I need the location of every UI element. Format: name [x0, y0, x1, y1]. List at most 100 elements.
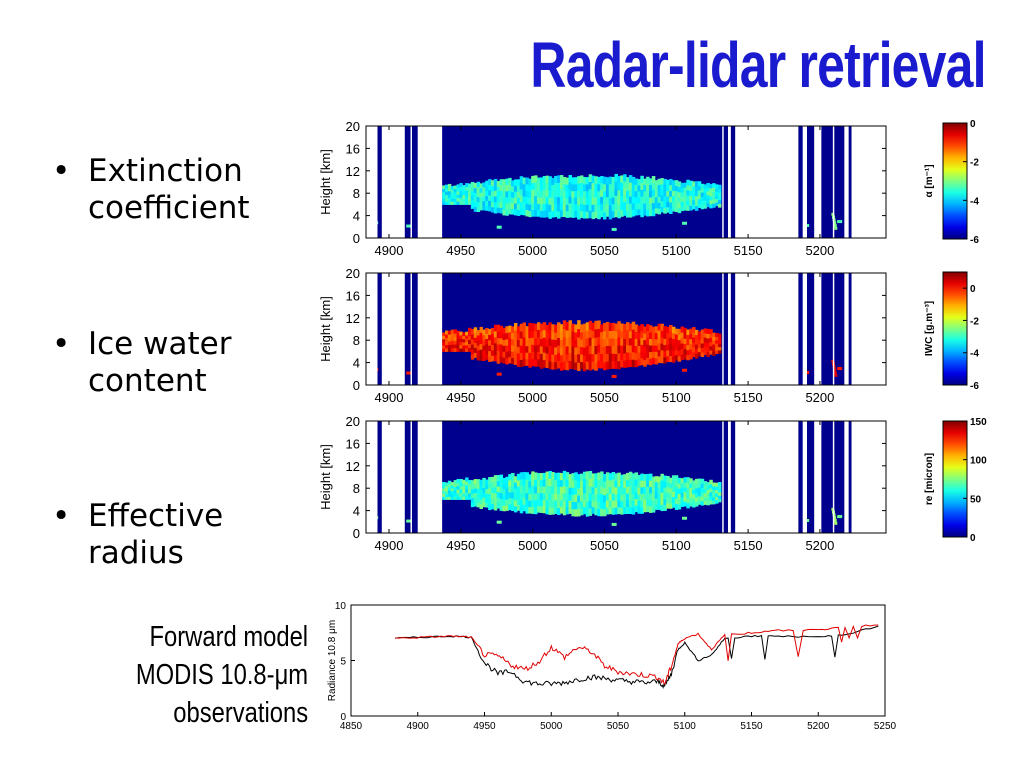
cloud-cell — [608, 190, 613, 199]
cloud-cell — [614, 202, 618, 211]
cloud-cell — [597, 336, 601, 345]
cloud-cell — [502, 208, 506, 216]
cloud-cell — [646, 473, 650, 481]
cloud-cell — [706, 351, 710, 357]
cloud-cell — [628, 344, 633, 353]
cloud-cell — [626, 329, 630, 338]
cloud-cell — [513, 322, 518, 331]
cloud-cell — [525, 339, 529, 347]
cloud-cell — [643, 184, 647, 192]
data-gap — [735, 273, 799, 385]
cloud-cell — [577, 488, 581, 496]
cloud-cell — [559, 486, 564, 494]
cloud-cell — [528, 322, 532, 331]
cloud-cell — [715, 332, 719, 337]
cloud-cell — [603, 183, 607, 192]
cloud-cell — [717, 485, 722, 490]
cloud-cell — [692, 185, 696, 192]
cloud-cell — [700, 347, 705, 353]
cloud-cell — [677, 339, 682, 346]
cloud-cell — [508, 331, 512, 339]
cloud-cell — [651, 500, 656, 507]
cloud-cell — [709, 499, 713, 505]
cloud-cell — [646, 357, 650, 365]
cloud-cell — [654, 202, 659, 209]
cloud-cell — [677, 181, 682, 188]
cloud-cell — [548, 507, 552, 515]
cloud-cell — [536, 203, 541, 211]
data-gap — [851, 273, 886, 385]
cloud-cell — [488, 504, 492, 511]
cloud-cell — [623, 360, 627, 368]
cloud-cell — [671, 326, 676, 334]
cloud-cell — [634, 485, 639, 493]
cloud-cell — [453, 480, 458, 484]
cloud-cell — [542, 322, 547, 331]
heatmap-panel-3: 4900 4950 5000 5050 5100 5150 5200048121620Hei… — [318, 414, 987, 553]
cloud-cell — [605, 203, 610, 211]
cloud-cell — [574, 479, 578, 488]
cloud-cell — [485, 200, 489, 206]
cloud-cell — [580, 346, 584, 355]
cloud-cell — [594, 494, 598, 502]
cloud-cell — [623, 507, 627, 515]
cloud-cell — [706, 328, 710, 334]
cloud-cell — [462, 332, 466, 337]
cloud-cell — [643, 339, 647, 347]
cloud-cell — [608, 353, 613, 362]
cloud-cell — [534, 499, 538, 508]
cloud-cell — [511, 326, 515, 334]
cloud-cell — [588, 361, 593, 371]
cloud-cell — [703, 492, 708, 498]
cloud-cell — [660, 343, 664, 351]
cloud-cell — [640, 175, 644, 184]
x-tick-label: 5000 — [540, 721, 563, 732]
cloud-cell — [634, 184, 639, 192]
heatmap-panel-2: 4900 4950 5000 5050 5100 5150 5200048121620Hei… — [318, 266, 979, 405]
cloud-cell — [597, 352, 601, 361]
cloud-cell — [683, 191, 687, 197]
cloud-cell — [588, 485, 593, 494]
cloud-cell — [473, 337, 478, 343]
cloud-cell — [505, 190, 509, 198]
cloud-cell — [597, 494, 601, 502]
cloud-cell — [525, 203, 529, 211]
cloud-cell — [697, 194, 702, 200]
cloud-cell — [462, 188, 466, 193]
cloud-cell — [700, 204, 705, 210]
cloud-cell — [686, 492, 690, 499]
data-gap — [814, 421, 822, 533]
cloud-cell — [663, 498, 667, 506]
cloud-cell — [528, 352, 532, 361]
cloud-cell — [571, 190, 575, 198]
x-tick-label: 5100 — [662, 243, 691, 258]
cloud-cell — [591, 493, 595, 501]
cloud-cell — [508, 485, 512, 493]
cloud-cell — [551, 361, 555, 370]
cloud-cell — [577, 190, 581, 199]
cloud-cell — [490, 180, 495, 187]
cloud-cell — [683, 332, 687, 339]
cloud-cell — [580, 507, 584, 516]
cloud-cell — [660, 356, 664, 364]
cloud-cell — [574, 203, 578, 211]
cloud-cell — [591, 182, 595, 191]
cloud-cell — [542, 479, 547, 487]
cloud-cell — [611, 471, 616, 480]
cloud-cell — [445, 197, 449, 202]
cloud-cell — [488, 205, 492, 212]
cloud-cell — [692, 181, 696, 187]
cloud-cell — [637, 352, 641, 360]
y-tick-label: 16 — [346, 141, 360, 156]
cloud-cell — [712, 183, 716, 188]
cloud-cell — [669, 324, 673, 332]
cloud-cell — [637, 494, 641, 501]
cloud-cell — [637, 184, 641, 192]
cloud-cell — [516, 326, 521, 334]
cloud-cell — [666, 355, 670, 362]
cloud-cell — [646, 202, 650, 210]
cloud-cell — [585, 183, 590, 192]
cloud-cell — [459, 197, 463, 202]
cloud-cell — [456, 485, 460, 490]
cloud-cell — [597, 320, 601, 329]
